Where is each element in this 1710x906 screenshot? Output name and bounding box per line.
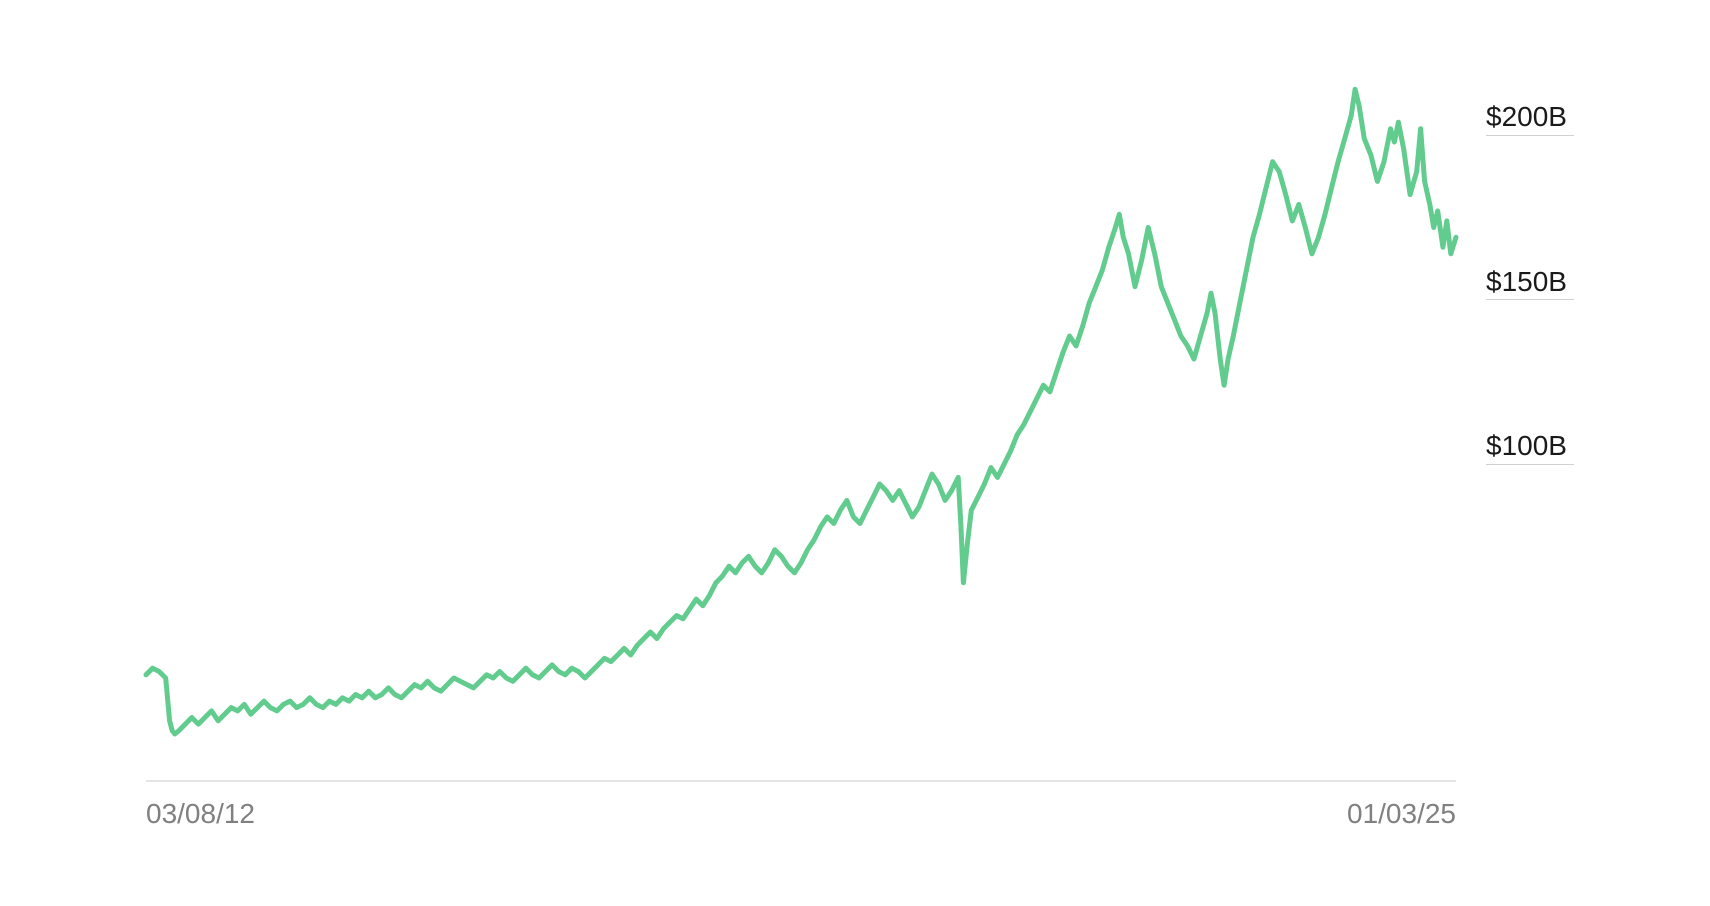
y-axis-tick-label: $150B <box>1486 266 1567 298</box>
y-axis-tick-underline <box>1486 299 1574 300</box>
y-axis-tick-underline <box>1486 464 1574 465</box>
x-axis-tick-label: 03/08/12 <box>146 798 255 830</box>
line-chart: $100B $150B $200B 03/08/12 01/03/25 <box>0 0 1710 906</box>
y-axis-tick-label: $100B <box>1486 430 1567 462</box>
y-axis-tick-underline <box>1486 135 1574 136</box>
x-axis-tick-label: 01/03/25 <box>1347 798 1456 830</box>
chart-plot-area <box>0 0 1710 906</box>
y-axis-tick-label: $200B <box>1486 101 1567 133</box>
series-line <box>146 89 1456 734</box>
